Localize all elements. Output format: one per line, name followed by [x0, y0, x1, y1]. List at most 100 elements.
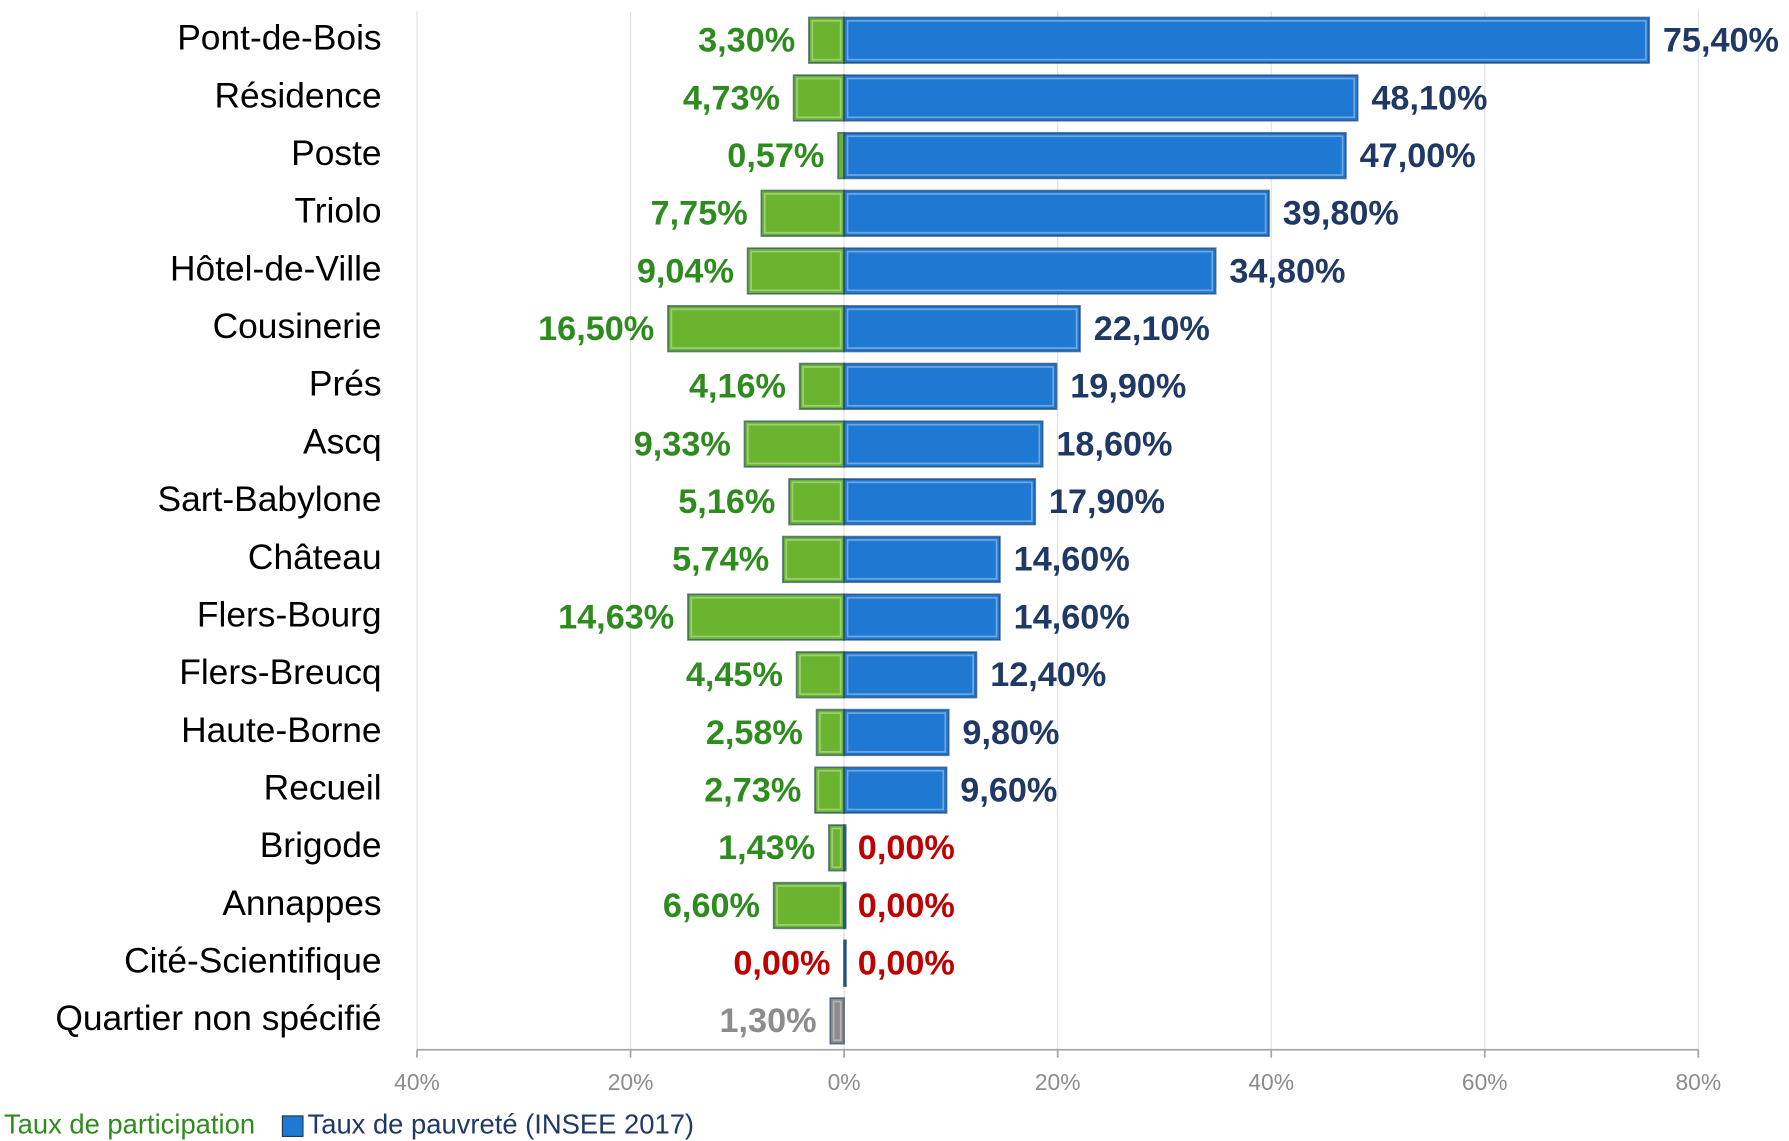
- value-label: 48,10%: [1371, 79, 1487, 117]
- value-label: 9,04%: [637, 252, 734, 290]
- x-tick-label: 60%: [1462, 1069, 1508, 1095]
- x-tick-label: 0%: [828, 1069, 861, 1095]
- category-label: Château: [248, 538, 382, 577]
- bar-bevel: [846, 769, 945, 811]
- bar: [746, 247, 845, 295]
- bar: [743, 420, 845, 468]
- bar: [843, 362, 1058, 411]
- bar-bevel: [690, 596, 842, 638]
- bar: [843, 131, 1347, 180]
- bar-bevel: [846, 77, 1356, 119]
- category-label: Sart-Babylone: [158, 480, 382, 519]
- value-label: 2,73%: [704, 771, 801, 809]
- bar: [772, 881, 845, 930]
- legend-marker: [281, 1115, 304, 1138]
- bar-bevel: [846, 308, 1078, 349]
- value-label: 75,40%: [1663, 22, 1779, 60]
- bar-bevel: [846, 423, 1041, 465]
- category-label: Quartier non spécifié: [55, 999, 381, 1038]
- value-label: 34,80%: [1229, 252, 1345, 290]
- x-tick-label: 20%: [608, 1069, 654, 1095]
- bar-bevel: [776, 885, 842, 926]
- category-label: Poste: [291, 134, 381, 173]
- bar: [815, 708, 845, 757]
- bar-bevel: [799, 654, 842, 696]
- bar: [837, 131, 845, 180]
- bar-bevel: [832, 1000, 842, 1042]
- bar-bevel: [846, 366, 1055, 407]
- bar-bevel: [796, 77, 842, 119]
- x-tick-label: 80%: [1675, 1069, 1721, 1095]
- value-label: 1,30%: [720, 1002, 817, 1040]
- category-label: Recueil: [264, 768, 382, 807]
- bar-bevel: [802, 366, 842, 407]
- x-tick-label: 20%: [1035, 1069, 1081, 1095]
- bar-bevel: [846, 19, 1647, 61]
- bar-bevel: [846, 712, 947, 753]
- value-label: 18,60%: [1056, 425, 1172, 463]
- bar: [843, 881, 847, 930]
- bar: [843, 708, 950, 757]
- category-label: Haute-Borne: [181, 711, 382, 750]
- bar: [843, 939, 847, 987]
- bar: [843, 593, 1001, 641]
- value-label: 16,50%: [538, 310, 654, 348]
- value-label: 0,00%: [858, 945, 955, 983]
- value-label: 4,73%: [683, 79, 780, 117]
- bar-bevel: [791, 481, 842, 522]
- bar: [843, 766, 948, 814]
- bar: [843, 824, 847, 872]
- bar: [843, 189, 1270, 237]
- value-label: 14,63%: [558, 598, 674, 636]
- value-label: 5,74%: [672, 541, 769, 579]
- bar: [843, 247, 1217, 295]
- bar: [781, 535, 845, 584]
- value-label: 12,40%: [990, 656, 1106, 694]
- value-label: 6,60%: [663, 887, 760, 925]
- category-label: Ascq: [303, 422, 382, 461]
- bar: [843, 304, 1081, 353]
- bar-bevel: [846, 596, 998, 638]
- bar-bevel: [811, 19, 842, 61]
- value-label: 47,00%: [1360, 137, 1476, 175]
- value-label: 17,90%: [1049, 483, 1165, 521]
- value-label: 5,16%: [678, 483, 775, 521]
- bar: [667, 304, 845, 353]
- bar-bevel: [846, 481, 1033, 522]
- value-label: 0,00%: [858, 829, 955, 867]
- bar: [843, 16, 1651, 64]
- value-label: 9,80%: [962, 714, 1059, 752]
- legend-label: Taux de pauvreté (INSEE 2017): [308, 1108, 695, 1139]
- bar-bevel: [846, 539, 998, 580]
- value-label: 0,00%: [858, 887, 955, 925]
- category-label: Annappes: [222, 884, 381, 923]
- value-label: 0,00%: [733, 945, 830, 983]
- legend-label: Taux de participation: [4, 1108, 255, 1139]
- category-label: Hôtel-de-Ville: [170, 249, 382, 288]
- bar-bevel: [750, 250, 842, 292]
- category-label: Résidence: [215, 76, 382, 115]
- bar: [814, 766, 845, 814]
- category-label: Flers-Breucq: [179, 653, 381, 692]
- value-label: 22,10%: [1094, 310, 1210, 348]
- bar-bevel: [831, 827, 842, 869]
- value-label: 2,58%: [706, 714, 803, 752]
- category-label: Pont-de-Bois: [177, 19, 381, 58]
- bar-bevel: [846, 193, 1267, 234]
- value-label: 1,43%: [718, 829, 815, 867]
- bar-bevel: [846, 135, 1344, 176]
- bar: [798, 362, 845, 411]
- bar-bevel: [846, 654, 974, 696]
- bar: [795, 651, 845, 699]
- bar: [687, 593, 845, 641]
- category-label: Flers-Bourg: [197, 595, 382, 634]
- value-label: 14,60%: [1014, 541, 1130, 579]
- bar: [843, 651, 978, 699]
- value-label: 4,16%: [689, 368, 786, 406]
- category-label: Brigode: [260, 826, 382, 865]
- bar: [788, 478, 845, 526]
- value-label: 9,60%: [960, 771, 1057, 809]
- bar: [843, 74, 1359, 122]
- bar: [843, 478, 1037, 526]
